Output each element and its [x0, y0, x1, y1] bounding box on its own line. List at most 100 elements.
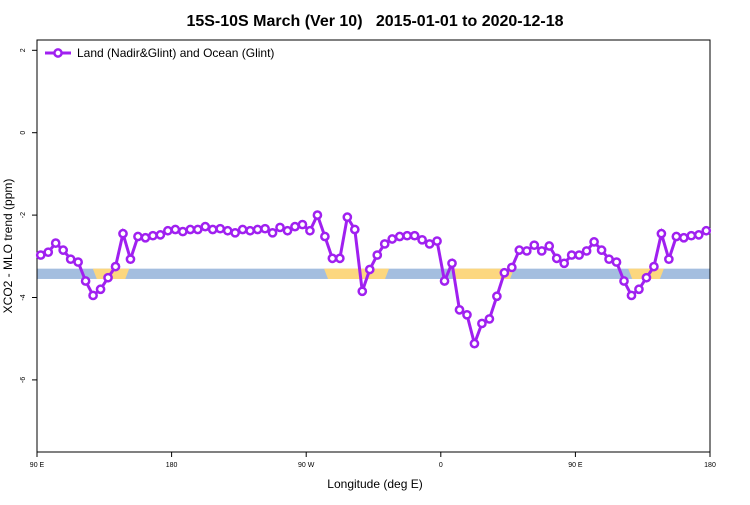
data-point	[484, 314, 495, 324]
land-band	[324, 268, 390, 279]
y-axis-label: XCO2 - MLO trend (ppm)	[1, 179, 15, 314]
data-point	[424, 239, 435, 249]
data-point	[379, 239, 390, 249]
data-point	[80, 276, 91, 286]
data-point	[110, 261, 121, 272]
data-point	[185, 224, 196, 235]
y-tick-label: -2	[20, 212, 27, 218]
data-point	[305, 225, 315, 236]
data-point	[327, 253, 338, 264]
data-point	[230, 227, 241, 238]
data-point	[551, 253, 562, 264]
data-point	[529, 240, 540, 251]
x-tick-label: 180	[704, 462, 716, 469]
data-point	[335, 253, 345, 264]
x-tick-label: 90 E	[30, 462, 45, 469]
x-axis-label: Longitude (deg E)	[327, 477, 422, 491]
data-point	[170, 224, 181, 235]
data-point	[626, 290, 637, 301]
data-point	[477, 318, 487, 329]
y-tick-label: 0	[20, 131, 27, 135]
data-point	[357, 286, 368, 297]
data-point	[88, 290, 98, 301]
data-point	[349, 224, 360, 235]
data-point	[50, 238, 61, 248]
data-point	[103, 272, 113, 283]
data-point	[678, 232, 689, 243]
x-tick-label: 90 W	[298, 462, 315, 469]
data-point	[514, 245, 525, 255]
data-point	[559, 258, 570, 269]
data-point	[581, 246, 592, 256]
data-point	[671, 231, 682, 242]
data-point	[417, 234, 427, 245]
y-tick-label: -6	[20, 377, 27, 383]
plot-frame	[36, 39, 711, 453]
data-point	[297, 219, 308, 230]
data-point	[574, 250, 584, 260]
data-point	[290, 221, 300, 232]
x-tick-label: 0	[439, 462, 443, 469]
data-point	[447, 258, 457, 269]
data-point	[544, 241, 555, 251]
data-point	[604, 254, 614, 265]
data-point	[282, 225, 293, 236]
data-point	[492, 291, 502, 302]
data-point	[43, 247, 54, 258]
data-point	[664, 254, 674, 265]
data-point	[133, 231, 143, 242]
data-point	[342, 212, 353, 223]
land-band	[451, 268, 515, 279]
data-point	[118, 228, 128, 239]
data-point	[237, 224, 248, 235]
data-point	[641, 272, 652, 283]
data-point	[260, 223, 270, 234]
data-point	[536, 246, 547, 256]
data-point	[566, 250, 577, 260]
data-point	[686, 230, 697, 241]
data-point	[469, 338, 480, 349]
data-point	[499, 267, 510, 278]
data-point	[312, 210, 323, 220]
data-point	[454, 305, 465, 315]
data-point	[275, 222, 285, 233]
data-point	[148, 230, 158, 241]
data-point	[432, 236, 442, 246]
data-point	[200, 221, 211, 232]
data-point	[140, 232, 151, 243]
data-point	[95, 284, 106, 295]
data-point	[125, 254, 136, 265]
data-point	[521, 246, 532, 256]
y-tick-label: 2	[20, 48, 27, 52]
data-point	[372, 250, 383, 260]
data-point	[387, 234, 398, 244]
data-point	[73, 257, 83, 267]
data-point	[589, 237, 599, 247]
y-tick-label: -4	[20, 294, 27, 300]
data-point	[58, 245, 69, 255]
data-point	[65, 254, 76, 265]
data-point	[364, 264, 375, 275]
data-point	[596, 245, 607, 255]
data-point	[402, 230, 412, 241]
data-point	[163, 225, 173, 236]
data-point	[394, 231, 405, 242]
data-point	[693, 230, 704, 240]
chart-title: 15S-10S March (Ver 10) 2015-01-01 to 202…	[186, 13, 563, 30]
data-point	[252, 224, 263, 235]
legend-marker	[53, 48, 63, 58]
data-point	[245, 225, 255, 236]
data-point	[207, 224, 218, 235]
x-tick-label: 180	[166, 462, 178, 469]
data-point	[192, 224, 203, 235]
data-point	[35, 250, 46, 260]
data-point	[701, 225, 712, 236]
data-point	[320, 231, 330, 242]
data-point	[649, 261, 659, 272]
data-point	[177, 226, 188, 237]
data-point	[619, 276, 629, 286]
data-point	[462, 309, 472, 320]
data-point	[506, 262, 517, 273]
data-point	[222, 225, 233, 236]
